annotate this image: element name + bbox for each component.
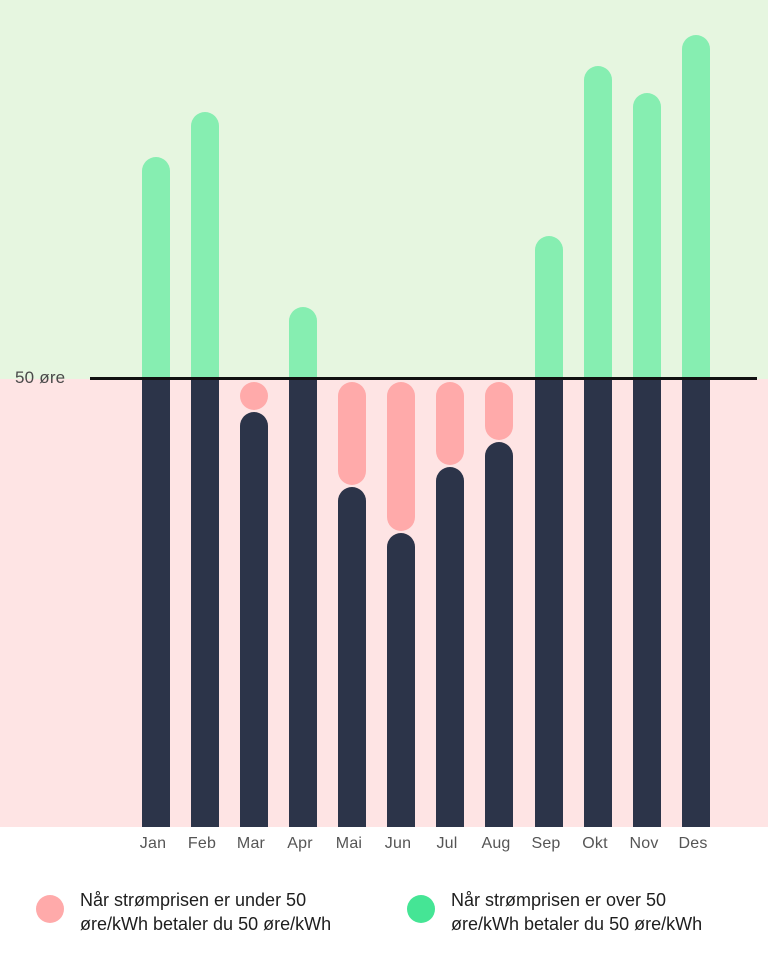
bar-under-segment bbox=[338, 382, 366, 485]
month-label-mai: Mai bbox=[335, 835, 363, 852]
bar-feb bbox=[191, 0, 219, 827]
bar-nov bbox=[633, 0, 661, 827]
bar-aug bbox=[485, 0, 513, 827]
bar-over-segment bbox=[633, 93, 661, 379]
bar-price-segment bbox=[240, 412, 268, 827]
bar-apr bbox=[289, 0, 317, 827]
threshold-line bbox=[90, 377, 757, 380]
bar-over-segment bbox=[191, 112, 219, 379]
bar-price-segment bbox=[387, 533, 415, 827]
bar-price-segment bbox=[485, 442, 513, 827]
legend-text-over: Når strømprisen er over 50 øre/kWh betal… bbox=[451, 888, 702, 936]
bar-over-segment bbox=[682, 35, 710, 379]
month-label-des: Des bbox=[678, 835, 708, 852]
bar-price-segment bbox=[191, 379, 219, 827]
bar-jun bbox=[387, 0, 415, 827]
green-dot-icon bbox=[407, 895, 435, 923]
legend-line: øre/kWh betaler du 50 øre/kWh bbox=[451, 914, 703, 934]
bar-under-segment bbox=[485, 382, 513, 440]
bar-under-segment bbox=[240, 382, 268, 410]
month-label-jan: Jan bbox=[139, 835, 167, 852]
bar-price-segment bbox=[682, 379, 710, 827]
legend-line: Når strømprisen er over 50 bbox=[451, 890, 667, 910]
bar-mai bbox=[338, 0, 366, 827]
month-label-okt: Okt bbox=[582, 835, 608, 852]
bar-over-segment bbox=[289, 307, 317, 379]
threshold-label: 50 øre bbox=[15, 368, 66, 387]
bar-under-segment bbox=[436, 382, 464, 465]
bar-price-segment bbox=[142, 379, 170, 827]
bar-price-segment bbox=[633, 379, 661, 827]
legend-line: øre/kWh betaler du 50 øre/kWh bbox=[80, 914, 332, 934]
bar-price-segment bbox=[584, 379, 612, 827]
month-label-jul: Jul bbox=[436, 835, 458, 852]
bar-mar bbox=[240, 0, 268, 827]
bar-sep bbox=[535, 0, 563, 827]
month-label-jun: Jun bbox=[384, 835, 412, 852]
bar-price-segment bbox=[535, 379, 563, 827]
legend-text-under: Når strømprisen er under 50 øre/kWh beta… bbox=[80, 888, 331, 936]
bar-over-segment bbox=[584, 66, 612, 379]
month-label-aug: Aug bbox=[481, 835, 511, 852]
month-label-nov: Nov bbox=[629, 835, 659, 852]
bar-under-segment bbox=[387, 382, 415, 531]
legend-item-over: Når strømprisen er over 50 øre/kWh betal… bbox=[407, 888, 702, 936]
bar-price-segment bbox=[436, 467, 464, 827]
bar-des bbox=[682, 0, 710, 827]
legend-item-under: Når strømprisen er under 50 øre/kWh beta… bbox=[36, 888, 331, 936]
month-label-apr: Apr bbox=[287, 835, 313, 852]
month-label-mar: Mar bbox=[236, 835, 266, 852]
bar-price-segment bbox=[338, 487, 366, 827]
legend-line: Når strømprisen er under 50 bbox=[80, 890, 307, 910]
bar-jul bbox=[436, 0, 464, 827]
bar-price-segment bbox=[289, 379, 317, 827]
bar-jan bbox=[142, 0, 170, 827]
month-label-feb: Feb bbox=[187, 835, 217, 852]
pink-dot-icon bbox=[36, 895, 64, 923]
bar-okt bbox=[584, 0, 612, 827]
month-label-sep: Sep bbox=[531, 835, 561, 852]
bar-over-segment bbox=[535, 236, 563, 379]
bar-over-segment bbox=[142, 157, 170, 379]
